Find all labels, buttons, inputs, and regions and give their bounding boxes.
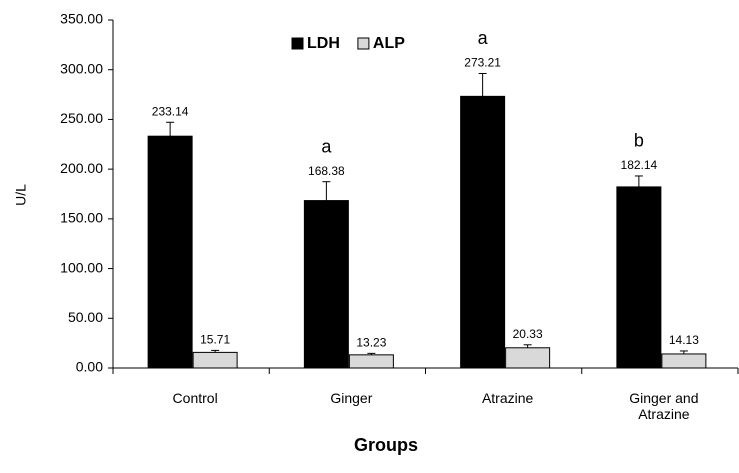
legend-label: ALP [373, 35, 405, 52]
x-tick-label: Atrazine [481, 390, 534, 406]
y-tick-label: 50.00 [68, 309, 103, 325]
x-axis-title: Groups [354, 435, 418, 455]
value-label: 15.71 [200, 333, 230, 347]
y-tick-label: 100.00 [60, 259, 103, 275]
legend-swatch [357, 37, 370, 50]
y-axis-title: U/L [13, 184, 29, 206]
value-label: 182.14 [621, 158, 658, 172]
y-tick-label: 0.00 [76, 359, 103, 375]
annotation: a [478, 28, 489, 48]
value-label: 13.23 [356, 336, 386, 350]
annotation: b [634, 131, 644, 151]
value-label: 273.21 [464, 56, 501, 70]
bar [147, 135, 193, 369]
y-tick-label: 200.00 [60, 160, 103, 176]
bar [348, 354, 394, 369]
x-tick-label: Ginger [330, 390, 373, 406]
bar [505, 347, 551, 369]
bar [303, 200, 349, 369]
annotation: a [321, 136, 332, 156]
bar [661, 353, 707, 369]
legend-label: LDH [307, 35, 340, 52]
legend-swatch [291, 37, 304, 50]
y-tick-label: 150.00 [60, 210, 103, 226]
y-tick-label: 250.00 [60, 110, 103, 126]
value-label: 20.33 [513, 327, 543, 341]
x-tick-label: Ginger and Atrazine [629, 390, 699, 422]
x-tick-label: Control [172, 390, 218, 406]
bar [460, 95, 506, 369]
y-tick-label: 300.00 [60, 60, 103, 76]
bar [616, 186, 662, 369]
y-tick-label: 350.00 [60, 11, 103, 27]
value-label: 233.14 [152, 104, 189, 118]
value-label: 14.13 [669, 333, 699, 347]
value-label: 168.38 [308, 164, 345, 178]
bar [192, 351, 238, 369]
